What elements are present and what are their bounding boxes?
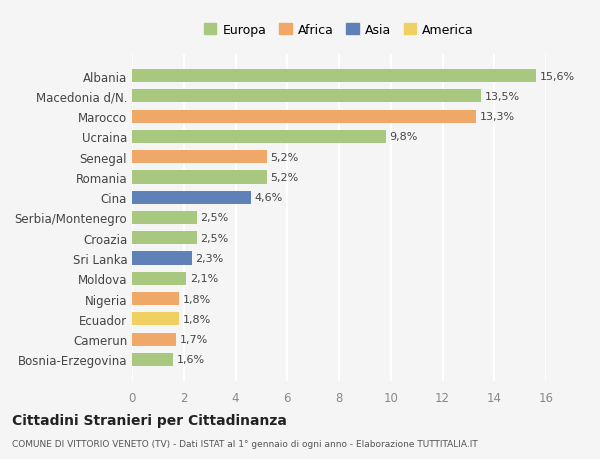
Text: 2,1%: 2,1%: [190, 274, 218, 284]
Text: 2,5%: 2,5%: [200, 233, 229, 243]
Text: 5,2%: 5,2%: [271, 173, 299, 183]
Bar: [132, 272, 187, 285]
Bar: [132, 232, 197, 245]
Bar: [132, 151, 266, 164]
Text: 9,8%: 9,8%: [389, 132, 418, 142]
Bar: [132, 171, 266, 184]
Text: 15,6%: 15,6%: [539, 72, 575, 81]
Text: 1,6%: 1,6%: [177, 355, 205, 364]
Bar: [132, 130, 386, 144]
Text: COMUNE DI VITTORIO VENETO (TV) - Dati ISTAT al 1° gennaio di ogni anno - Elabora: COMUNE DI VITTORIO VENETO (TV) - Dati IS…: [12, 439, 478, 448]
Bar: [132, 191, 251, 204]
Bar: [132, 110, 476, 123]
Text: 1,7%: 1,7%: [180, 334, 208, 344]
Text: 1,8%: 1,8%: [182, 314, 211, 324]
Text: 2,3%: 2,3%: [196, 253, 224, 263]
Bar: [132, 333, 176, 346]
Text: Cittadini Stranieri per Cittadinanza: Cittadini Stranieri per Cittadinanza: [12, 414, 287, 428]
Bar: [132, 313, 179, 326]
Bar: [132, 252, 191, 265]
Text: 13,3%: 13,3%: [480, 112, 515, 122]
Bar: [132, 292, 179, 306]
Bar: [132, 353, 173, 366]
Bar: [132, 90, 481, 103]
Text: 4,6%: 4,6%: [255, 193, 283, 203]
Text: 13,5%: 13,5%: [485, 92, 520, 102]
Bar: [132, 70, 536, 83]
Text: 1,8%: 1,8%: [182, 294, 211, 304]
Text: 2,5%: 2,5%: [200, 213, 229, 223]
Legend: Europa, Africa, Asia, America: Europa, Africa, Asia, America: [199, 19, 479, 42]
Bar: [132, 212, 197, 224]
Text: 5,2%: 5,2%: [271, 152, 299, 162]
